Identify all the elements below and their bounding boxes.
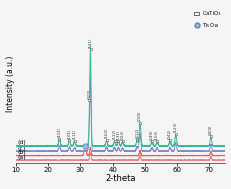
Text: (131): (131) [116,129,120,140]
Text: (b): (b) [18,150,26,155]
Y-axis label: Intensity (a.u.): Intensity (a.u.) [6,56,15,112]
Text: (123): (123) [174,122,178,132]
Legend: CaTiO$_3$, Ti$_5$O$_{18}$: CaTiO$_3$, Ti$_5$O$_{18}$ [193,8,223,31]
Text: (220): (220) [138,111,142,121]
Text: (103): (103) [155,129,159,140]
Text: (c): (c) [18,146,26,151]
Text: (112): (112) [112,129,117,139]
Text: (042): (042) [168,128,172,139]
Text: (102): (102) [104,128,109,138]
Text: (101): (101) [58,127,61,137]
Text: (022): (022) [121,129,125,140]
Text: (121): (121) [88,37,93,48]
Text: (101): (101) [67,128,71,139]
Text: (400): (400) [209,125,213,135]
Text: (d): (d) [18,140,26,145]
Text: (212): (212) [135,128,139,138]
Text: (240): (240) [150,129,154,140]
X-axis label: 2-theta: 2-theta [105,174,136,184]
Text: (200): (200) [87,88,91,98]
Text: (a): (a) [18,155,26,160]
Text: (111): (111) [73,129,77,139]
